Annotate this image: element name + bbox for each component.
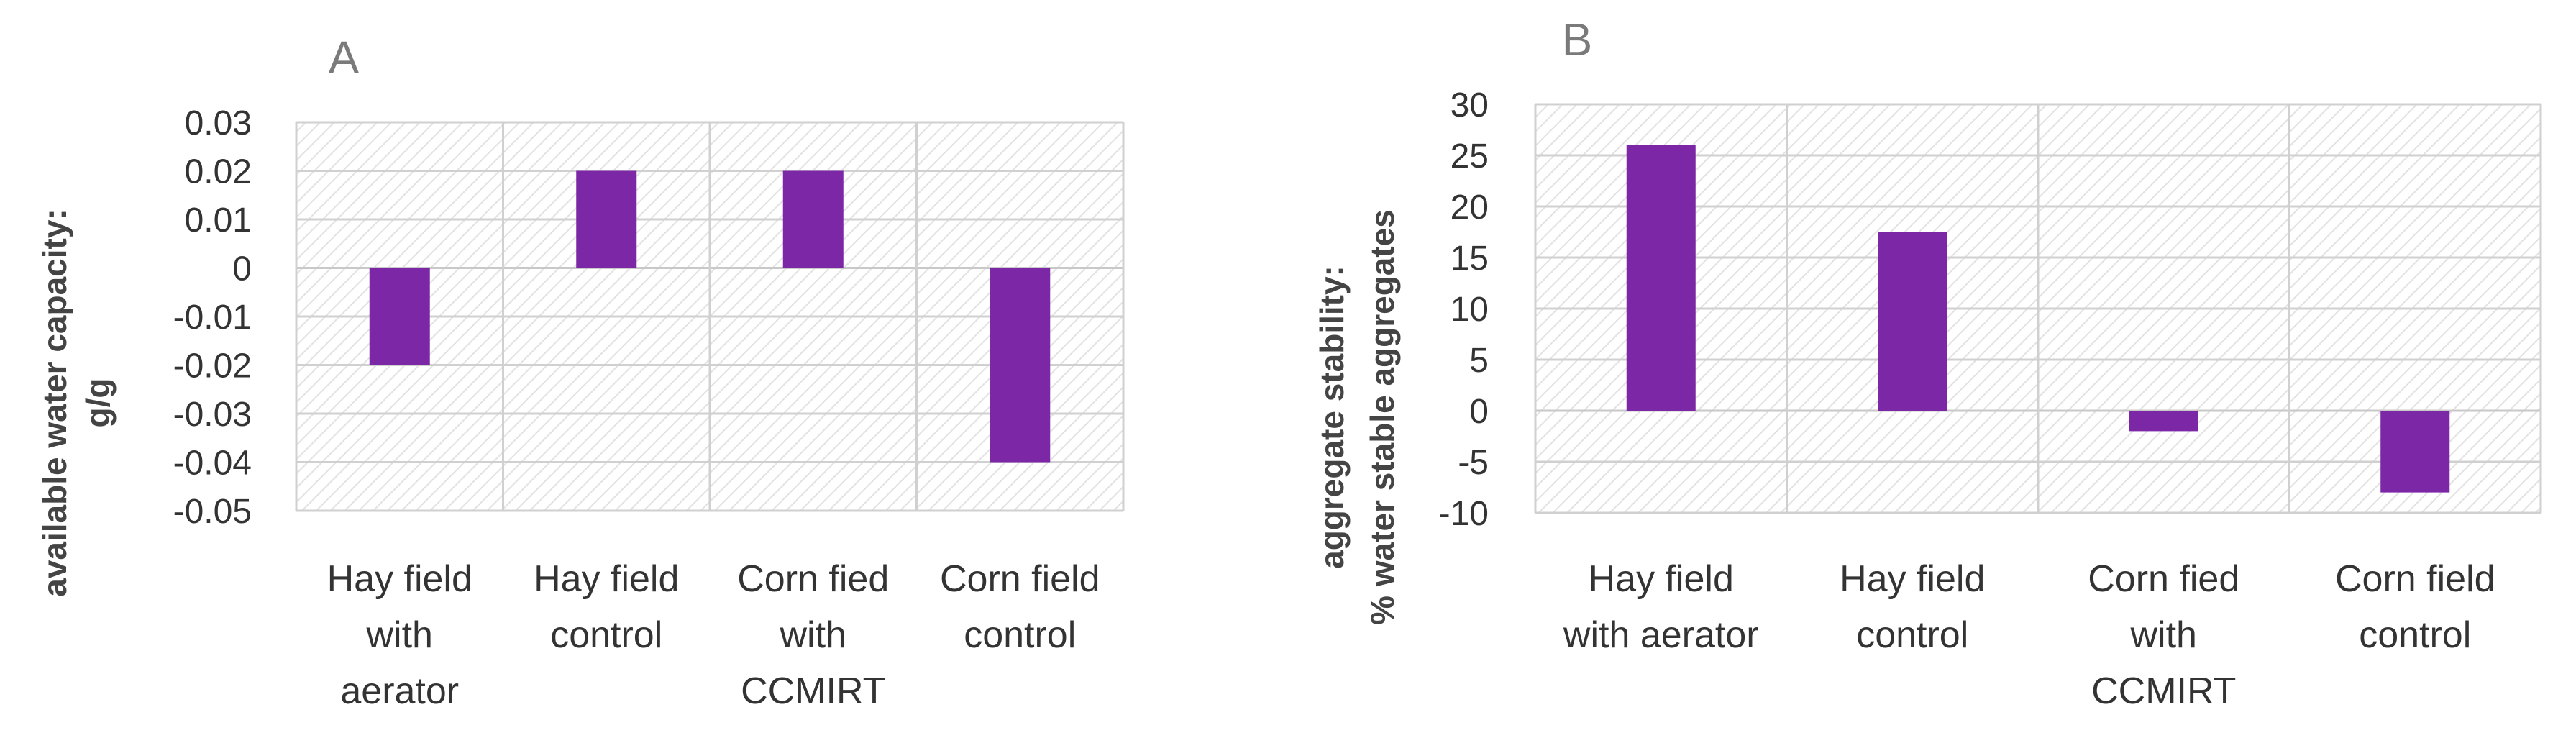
bar-2 [1878,232,1947,411]
bar-1 [1626,145,1696,411]
x-category-line: control [2359,614,2471,656]
x-category-label: Hay field with aerator [327,558,472,712]
x-category-line: Corn fied [737,558,889,600]
y-tick-label: 5 [1469,342,1489,380]
y-axis-label-line: aggregate stability: [1313,265,1351,569]
x-category-line: Hay field [1589,558,1734,600]
y-tick-label: 15 [1451,240,1489,278]
y-tick-label: -10 [1439,495,1489,533]
bar-4 [2380,411,2450,493]
bar-3 [2129,411,2198,432]
chart-panel-a: 0.03 0.02 0.01 0 -0.01 -0.02 -0.03 -0.04 -0.05 Ha… [36,32,1125,712]
y-tick-label: -0.05 [173,493,252,531]
y-tick-label: -0.02 [173,347,252,386]
x-category-label: Corn fied with CCMIRT [2088,558,2239,712]
x-category-label: Hay field control [534,558,679,656]
panel-label: A [329,32,360,83]
bar-3 [782,170,844,268]
x-category-line: Corn field [2335,558,2495,600]
x-category-label: Corn field control [940,558,1100,656]
y-tick-label: 25 [1451,137,1489,176]
x-category-line: with [2130,614,2197,656]
x-category-line: control [964,614,1076,656]
y-axis-label-line: g/g [79,378,117,428]
x-category-line: Hay field [534,558,679,600]
y-tick-label: 20 [1451,188,1489,227]
bar-2 [576,170,637,268]
y-tick-label: -5 [1458,444,1489,482]
y-axis-label-line: available water capacity: [36,209,73,597]
x-category-line: with aerator [1563,614,1759,656]
x-category-line: control [1856,614,1968,656]
y-tick-label: -0.01 [173,299,252,337]
panel-label: B [1562,14,1593,65]
x-category-label: Corn field control [2335,558,2495,656]
y-tick-label: 10 [1451,291,1489,329]
x-category-line: with [366,614,433,656]
x-category-label: Corn fied with CCMIRT [737,558,889,712]
x-category-line: aerator [340,670,459,712]
x-category-line: CCMIRT [2091,670,2236,712]
y-tick-label: 0 [1469,393,1489,431]
x-category-label: Hay field with aerator [1563,558,1759,656]
x-category-line: CCMIRT [741,670,885,712]
x-category-line: control [550,614,662,656]
x-category-line: Hay field [327,558,472,600]
y-tick-label: 0.02 [185,153,252,191]
x-category-line: Corn field [940,558,1100,600]
x-category-line: Corn fied [2088,558,2239,600]
y-tick-label: 0.03 [185,104,252,142]
bar-4 [990,268,1051,463]
x-category-line: with [780,614,846,656]
y-tick-label: 0.01 [185,201,252,240]
y-tick-label: -0.04 [173,445,252,483]
y-axis-label-line: % water stable aggregates [1364,209,1401,625]
bar-1 [369,268,430,365]
y-tick-label: 30 [1451,86,1489,124]
x-category-line: Hay field [1840,558,1985,600]
x-category-label: Hay field control [1840,558,1985,656]
y-tick-label: 0 [232,250,252,288]
y-tick-label: -0.03 [173,396,252,434]
